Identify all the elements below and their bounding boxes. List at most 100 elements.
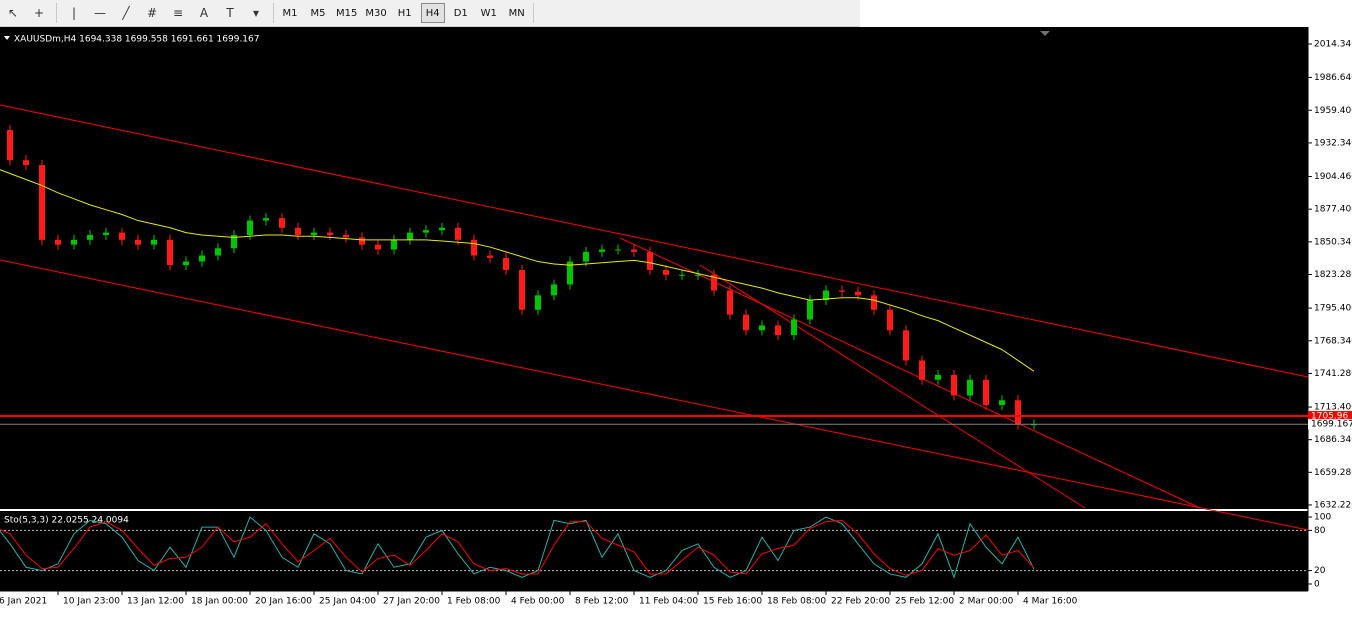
y-tick-label: 20	[1314, 566, 1326, 576]
text-tool[interactable]: A	[199, 6, 209, 20]
horizontal-line-tool[interactable]: —	[94, 6, 106, 20]
candle	[711, 274, 717, 291]
timeframe-button[interactable]: D1	[453, 7, 468, 19]
y-tick-label: 0	[1314, 579, 1320, 589]
candle	[743, 314, 749, 331]
price-label: 1699.167	[1311, 420, 1352, 430]
candle	[423, 230, 429, 233]
candle	[695, 274, 701, 276]
candle	[311, 232, 317, 236]
trendline-tool[interactable]: ╱	[122, 6, 130, 20]
candle	[439, 227, 445, 231]
candle	[823, 290, 829, 301]
candle	[583, 251, 589, 262]
timeframe-button[interactable]: M15	[336, 7, 358, 19]
candle	[999, 400, 1005, 406]
y-tick-label: 1959.400	[1314, 106, 1352, 116]
candle	[471, 239, 477, 256]
candle	[327, 232, 333, 236]
vertical-line-tool[interactable]: |	[71, 6, 77, 20]
candle	[775, 325, 781, 336]
candle	[55, 239, 61, 245]
candle	[263, 218, 269, 221]
y-tick-label: 1904.460	[1314, 172, 1352, 182]
candle	[1015, 400, 1021, 425]
y-tick-label: 1877.400	[1314, 205, 1352, 215]
y-tick-label: 1932.340	[1314, 138, 1352, 148]
timeframe-button[interactable]: M1	[282, 7, 298, 19]
candle	[7, 130, 13, 161]
trend-channel	[0, 104, 1309, 531]
separator	[273, 3, 274, 23]
stoch-line	[0, 519, 1035, 576]
candle	[359, 237, 365, 245]
candle	[551, 284, 557, 296]
x-tick-label: 4 Mar 16:00	[1023, 597, 1078, 607]
timeframe-button[interactable]: H4	[420, 3, 445, 23]
candle	[231, 235, 237, 249]
candle	[119, 232, 125, 240]
cursor-tool[interactable]: ↖	[7, 6, 19, 20]
candle	[407, 232, 413, 240]
candle	[487, 255, 493, 258]
x-tick-label: 11 Feb 04:00	[639, 597, 698, 607]
shift-marker	[1040, 31, 1050, 36]
stoch-title: Sto(5,3,3) 22.0255 24.0094	[4, 516, 129, 526]
timeframes: M1 M5 M15 M30 H1 H4 D1 W1 MN	[278, 3, 529, 23]
y-tick-label: 1823.280	[1314, 270, 1352, 280]
label-tool[interactable]: T	[226, 6, 234, 20]
candle	[167, 239, 173, 266]
x-tick-label: 2 Mar 00:00	[959, 597, 1014, 607]
price-label: 1705.96	[1311, 412, 1348, 422]
candle	[135, 239, 141, 245]
symbol-marker	[4, 36, 10, 40]
crosshair-tool[interactable]: +	[33, 6, 45, 20]
candle	[199, 255, 205, 262]
candle	[663, 269, 669, 275]
candle	[935, 374, 941, 380]
y-tick-label: 1795.400	[1314, 304, 1352, 314]
candle	[679, 274, 685, 276]
y-tick-label: 1741.280	[1314, 369, 1352, 379]
y-tick-label: 1713.400	[1314, 403, 1352, 413]
y-tick-label: 1632.220	[1314, 500, 1352, 510]
candle	[919, 360, 925, 380]
candle	[791, 319, 797, 336]
candle	[71, 239, 77, 245]
y-tick-label: 80	[1314, 526, 1326, 536]
x-tick-label: 18 Jan 00:00	[191, 597, 248, 607]
timeframe-button[interactable]: M5	[310, 7, 326, 19]
timeframe-button[interactable]: H1	[397, 7, 412, 19]
candle	[535, 295, 541, 310]
candle	[903, 330, 909, 361]
timeframe-button[interactable]: M30	[365, 7, 387, 19]
y-tick-label: 2014.340	[1314, 39, 1352, 49]
candle	[247, 220, 253, 236]
candle	[839, 290, 845, 292]
page: ↖ + | — ╱ # ≡ A T ▾ M1 M5 M15 M30 H1 H4 D1 W1 MN…	[0, 0, 1352, 607]
x-tick-label: 10 Jan 23:00	[63, 597, 120, 607]
moving-average	[0, 169, 1035, 372]
x-tick-label: 13 Jan 12:00	[127, 597, 184, 607]
channel-tool[interactable]: #	[146, 6, 158, 20]
timeframe-button[interactable]: MN	[508, 7, 525, 19]
timeframe-button[interactable]: W1	[480, 7, 497, 19]
price-label-box	[1308, 419, 1352, 430]
chart: XAUUSDm,H4 1694.338 1699.558 1691.661 16…	[0, 27, 1352, 607]
y-tick-label: 1659.280	[1314, 468, 1352, 478]
main-panel	[0, 27, 1308, 509]
price-label-box	[1308, 411, 1352, 422]
chart-title: XAUUSDm,H4 1694.338 1699.558 1691.661 16…	[14, 35, 259, 45]
toolbar: ↖ + | — ╱ # ≡ A T ▾ M1 M5 M15 M30 H1 H4 D1 W1 MN	[0, 0, 860, 27]
candle	[519, 269, 525, 310]
x-tick-label: 20 Jan 16:00	[255, 597, 312, 607]
candle	[727, 290, 733, 315]
x-tick-label: 18 Feb 08:00	[767, 597, 826, 607]
candle	[215, 248, 221, 256]
candle	[807, 300, 813, 320]
arrows-tool[interactable]: ▾	[252, 6, 260, 20]
fibo-tool[interactable]: ≡	[172, 6, 184, 20]
candle	[23, 160, 29, 166]
candle	[599, 249, 605, 252]
separator	[532, 3, 534, 23]
